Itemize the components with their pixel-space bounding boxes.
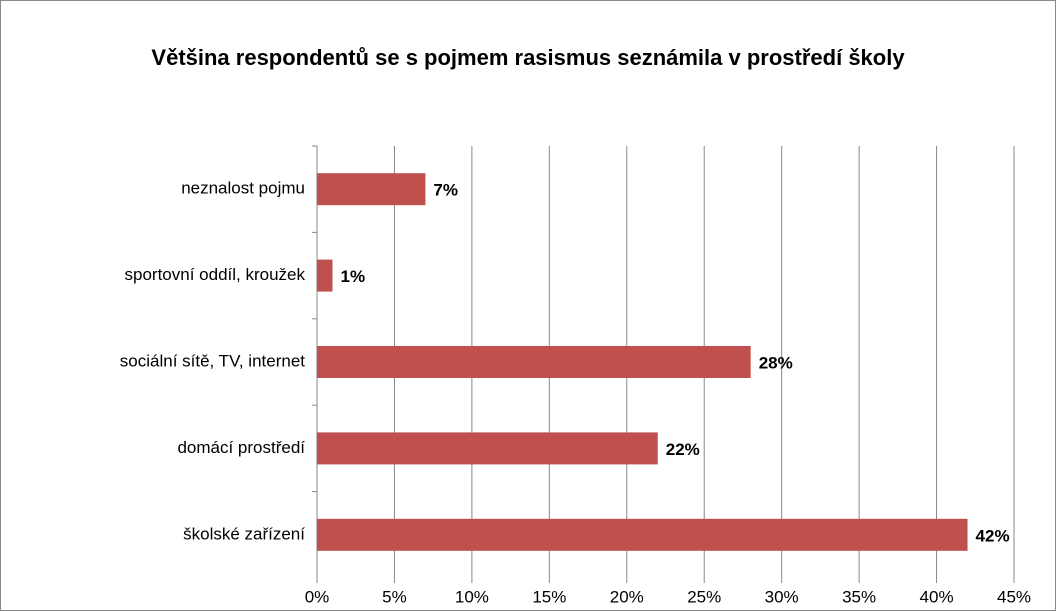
x-tick-label: 30% <box>765 587 799 606</box>
y-tick-label: domácí prostředí <box>177 438 305 457</box>
value-label: 7% <box>433 181 458 200</box>
x-tick-label: 25% <box>687 587 721 606</box>
chart-title: Většina respondentů se s pojmem rasismus… <box>151 45 905 70</box>
x-tick-label: 45% <box>997 587 1031 606</box>
x-tick-label: 5% <box>382 587 407 606</box>
x-tick-label: 20% <box>610 587 644 606</box>
bar <box>317 259 333 292</box>
y-tick-label: školské zařízení <box>183 524 305 543</box>
x-tick-label: 0% <box>305 587 330 606</box>
value-label: 22% <box>666 440 700 459</box>
x-tick-label: 40% <box>920 587 954 606</box>
value-label: 42% <box>976 526 1010 545</box>
bar <box>317 173 426 206</box>
bar <box>317 346 751 378</box>
value-label: 28% <box>759 353 793 372</box>
y-tick-label: neznalost pojmu <box>181 179 305 198</box>
bar <box>317 432 658 465</box>
x-tick-label: 10% <box>455 587 489 606</box>
y-tick-label: sportovní oddíl, kroužek <box>125 265 306 284</box>
y-tick-label: sociální sítě, TV, internet <box>120 351 305 370</box>
x-tick-label: 15% <box>532 587 566 606</box>
value-label: 1% <box>340 267 365 286</box>
x-tick-label: 35% <box>842 587 876 606</box>
bar <box>317 518 968 551</box>
